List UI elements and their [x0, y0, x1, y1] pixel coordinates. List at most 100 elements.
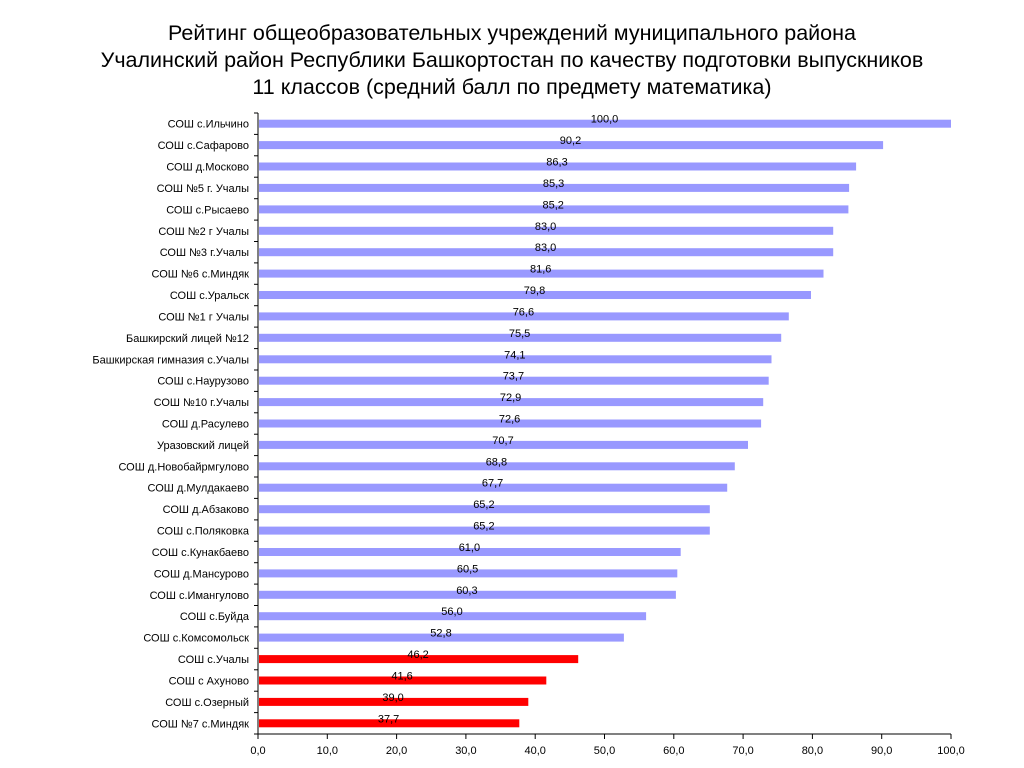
bar: [259, 269, 824, 278]
category-label: СОШ с.Ильчино: [168, 119, 249, 131]
category-label: СОШ с.Рысаево: [166, 204, 249, 216]
bar: [259, 119, 951, 128]
category-label: СОШ с.Имангулово: [150, 590, 249, 602]
data-label: 37,7: [378, 713, 399, 725]
bar: [259, 505, 710, 514]
x-tick-label: 80,0: [802, 745, 823, 757]
category-label: СОШ д.Мансурово: [154, 568, 249, 580]
bar: [259, 291, 811, 299]
x-tick-label: 30,0: [455, 745, 476, 757]
bar: [259, 333, 782, 342]
data-label: 70,7: [492, 435, 513, 447]
bar: [259, 419, 762, 428]
category-label: СОШ №1 г Учалы: [158, 311, 249, 323]
bar: [259, 676, 547, 685]
x-tick-label: 60,0: [663, 745, 684, 757]
category-label: СОШ с Ахуново: [169, 676, 249, 688]
data-label: 76,6: [513, 306, 534, 318]
data-label: 100,0: [591, 114, 619, 126]
category-label: СОШ №2 г Учалы: [158, 226, 249, 238]
category-label: СОШ с.Сафарово: [158, 140, 249, 152]
category-label: СОШ №3 г.Учалы: [160, 247, 249, 259]
chart-title: Рейтинг общеобразовательных учреждений м…: [0, 20, 1024, 101]
bar: [259, 633, 624, 642]
category-label: СОШ с.Наурузово: [157, 376, 249, 388]
category-label: СОШ №7 с.Миндяк: [152, 718, 250, 730]
category-label: СОШ д.Новобайрмгулово: [118, 461, 249, 473]
category-label: Башкирский лицей №12: [126, 333, 249, 345]
data-label: 46,2: [407, 649, 428, 661]
bar: [259, 226, 834, 235]
category-label: СОШ с.Поляковка: [157, 526, 250, 538]
x-tick-label: 40,0: [524, 745, 545, 757]
chart-title-line-2: Учалинский район Республики Башкортостан…: [100, 48, 924, 72]
category-label: СОШ с.Комсомольск: [143, 633, 249, 645]
data-label: 52,8: [430, 628, 451, 640]
data-label: 65,2: [473, 521, 494, 533]
category-label: СОШ с.Озерный: [165, 697, 249, 709]
data-label: 75,5: [509, 328, 530, 340]
data-label: 72,9: [500, 392, 521, 404]
x-tick-label: 0,0: [250, 745, 265, 757]
data-label: 41,6: [391, 671, 412, 683]
data-label: 86,3: [546, 157, 567, 169]
data-label: 65,2: [473, 499, 494, 511]
data-label: 74,1: [504, 349, 525, 361]
category-label: СОШ №10 г.Учалы: [154, 397, 249, 409]
bar: [259, 526, 710, 535]
data-label: 85,2: [542, 199, 563, 211]
bar: [259, 312, 789, 321]
data-label: 61,0: [459, 542, 480, 554]
bar: [259, 376, 769, 385]
x-tick-label: 50,0: [594, 745, 615, 757]
category-label: Башкирская гимназия с.Учалы: [92, 354, 249, 366]
bar: [259, 248, 834, 257]
data-label: 85,3: [543, 178, 564, 190]
category-label: СОШ д.Москово: [166, 162, 249, 174]
bar: [259, 183, 850, 192]
category-label: СОШ №5 г. Учалы: [157, 183, 249, 195]
data-label: 90,2: [560, 135, 581, 147]
category-label: СОШ №6 с.Миндяк: [152, 269, 250, 281]
bar: [259, 205, 849, 214]
category-label: СОШ д.Расулево: [162, 419, 249, 431]
data-label: 72,6: [499, 414, 520, 426]
data-label: 67,7: [482, 478, 503, 490]
bar: [259, 355, 772, 364]
bar: [259, 548, 681, 556]
category-label: СОШ д.Мулдакаево: [148, 483, 250, 495]
category-label: Уразовский лицей: [157, 440, 249, 452]
bar: [259, 655, 579, 664]
data-label: 83,0: [535, 221, 556, 233]
bar: [259, 612, 647, 621]
category-label: СОШ с.Кунакбаево: [152, 547, 249, 559]
data-label: 81,6: [530, 264, 551, 276]
data-label: 60,5: [457, 563, 478, 575]
bar: [259, 569, 678, 578]
x-tick-label: 20,0: [386, 745, 407, 757]
x-tick-label: 10,0: [317, 745, 338, 757]
data-label: 39,0: [382, 692, 403, 704]
chart-title-line-3: 11 классов (средний балл по предмету мат…: [252, 75, 772, 99]
data-label: 79,8: [524, 285, 545, 297]
data-label: 56,0: [441, 606, 462, 618]
bar: [259, 590, 676, 599]
bar: [259, 141, 884, 150]
bar: [259, 462, 735, 471]
data-label: 83,0: [535, 242, 556, 254]
bar: [259, 483, 728, 492]
bar: [259, 162, 857, 171]
data-label: 73,7: [503, 371, 524, 383]
category-label: СОШ с.Уральск: [170, 290, 249, 302]
bar: [259, 440, 748, 449]
x-tick-label: 100,0: [937, 745, 965, 757]
chart-title-line-1: Рейтинг общеобразовательных учреждений м…: [168, 21, 856, 45]
bar: [259, 398, 764, 407]
x-tick-label: 70,0: [732, 745, 753, 757]
data-label: 60,3: [456, 585, 477, 597]
bar: [259, 719, 520, 728]
x-tick-label: 90,0: [871, 745, 892, 757]
category-label: СОШ д.Абзаково: [163, 504, 249, 516]
category-label: СОШ с.Учалы: [178, 654, 249, 666]
